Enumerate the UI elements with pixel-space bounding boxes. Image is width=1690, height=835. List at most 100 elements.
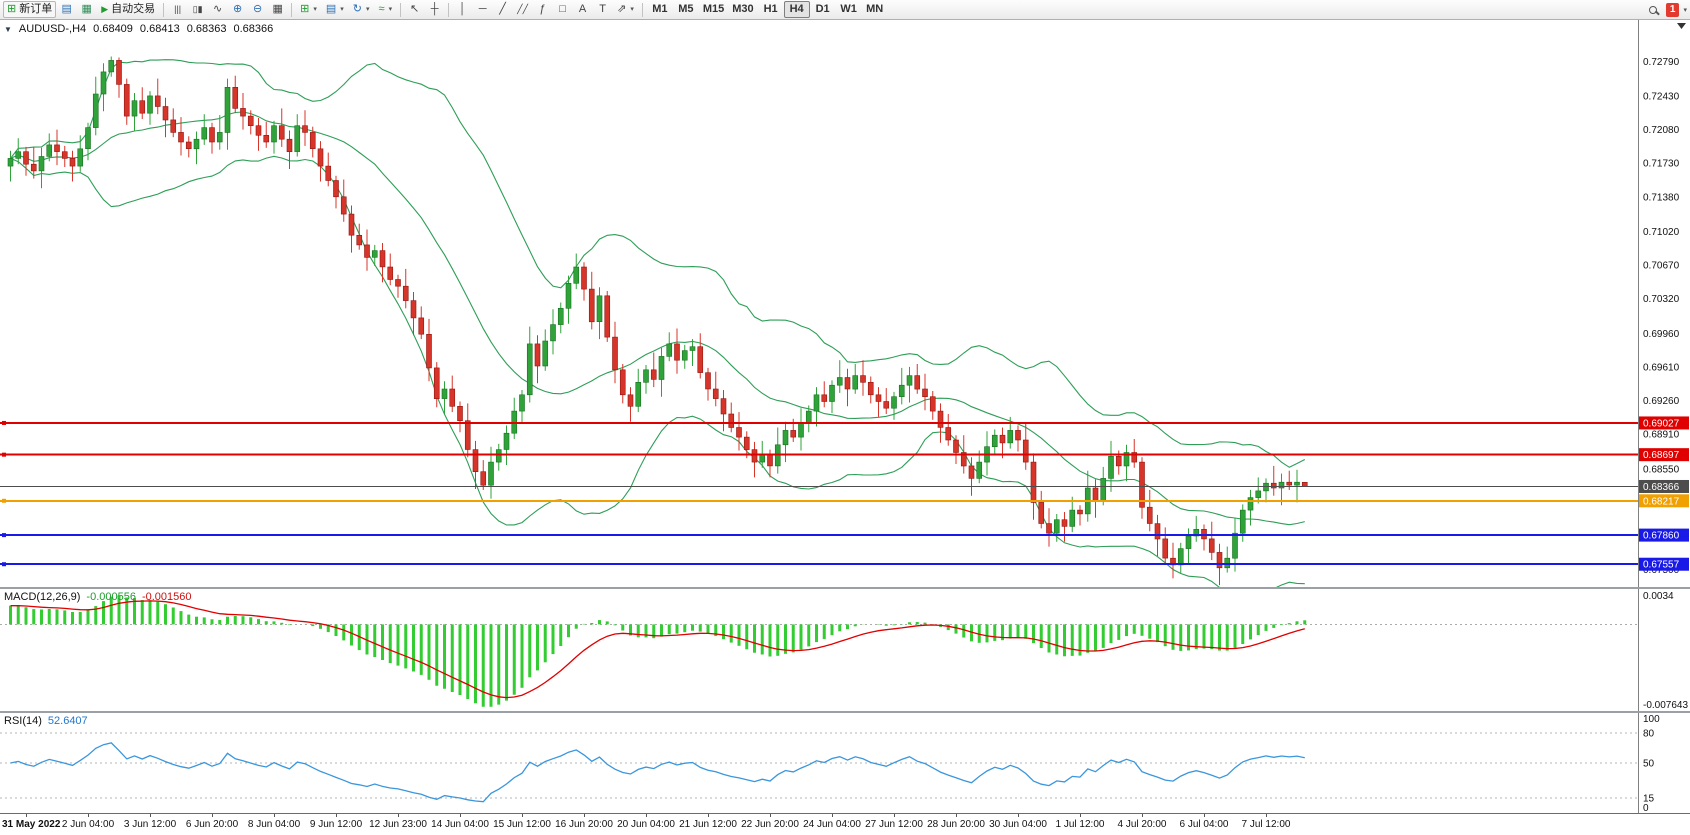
time-axis-label: 4 Jul 20:00 <box>1117 819 1167 830</box>
svg-text:50: 50 <box>1643 759 1655 770</box>
macd-canvas[interactable]: 0.0034 -0.007643 <box>0 589 1690 711</box>
tile-windows-button[interactable]: ▦ <box>268 1 287 18</box>
time-axis-label: 12 Jun 23:00 <box>369 819 427 830</box>
trendline-button[interactable]: ╱ <box>493 1 512 18</box>
fibonacci-button[interactable]: ƒ <box>533 1 552 18</box>
panel-separator[interactable] <box>0 587 1690 589</box>
vertical-line-button[interactable]: │ <box>453 1 472 18</box>
dropdown-icon: ▾ <box>630 6 634 13</box>
auto-trading-button[interactable]: ▶ 自动交易 <box>97 1 159 18</box>
new-chart-button[interactable]: ⊞ ▾ <box>296 1 321 18</box>
time-tick <box>1142 814 1143 817</box>
horizontal-line-button[interactable]: ─ <box>473 1 492 18</box>
candlestick-chart-button[interactable]: ▯▮ <box>188 1 207 18</box>
macd-panel[interactable]: 0.0034 -0.007643 MACD(12,26,9) -0.000556 … <box>0 589 1690 711</box>
new-order-button[interactable]: ⊞ 新订单 <box>3 1 57 18</box>
macd-histogram <box>9 595 1307 707</box>
svg-text:0.0034: 0.0034 <box>1643 591 1674 602</box>
chart-title: ▼ AUDUSD-,H4 0.68409 0.68413 0.68363 0.6… <box>4 23 273 35</box>
toolbar-overflow-icon[interactable]: ▾ <box>1683 6 1687 14</box>
svg-text:0.67860: 0.67860 <box>1643 531 1680 542</box>
zoom-in-button[interactable]: ⊕ <box>228 1 247 18</box>
dropdown-icon: ▾ <box>340 6 344 13</box>
time-tick <box>398 814 399 817</box>
chart-shift-marker <box>1677 23 1686 29</box>
zoom-out-button[interactable]: ⊖ <box>248 1 267 18</box>
zoom-out-icon: ⊖ <box>253 3 263 15</box>
candles-layer <box>7 56 1308 586</box>
timeframe-button-w1[interactable]: W1 <box>836 1 862 18</box>
new-chart-icon: ⊞ <box>300 3 310 15</box>
time-tick <box>708 814 709 817</box>
timeframe-button-mn[interactable]: MN <box>862 1 888 18</box>
panel-separator[interactable] <box>0 711 1690 713</box>
time-axis-label: 14 Jun 04:00 <box>431 819 489 830</box>
dropdown-icon: ▾ <box>313 6 317 13</box>
horizontal-line-icon: ─ <box>478 3 487 15</box>
svg-text:0.70320: 0.70320 <box>1643 294 1680 305</box>
text-button[interactable]: A <box>573 1 592 18</box>
data-window-button[interactable]: ▦ <box>77 1 96 18</box>
crosshair-button[interactable]: ┼ <box>425 1 444 18</box>
indicators-button[interactable]: ≈ ▾ <box>375 1 397 18</box>
rsi-panel[interactable]: 100 80 50 15 0 RSI(14) 52.6407 <box>0 713 1690 813</box>
bar-chart-button[interactable]: ||| <box>168 1 187 18</box>
time-axis-label: 24 Jun 04:00 <box>803 819 861 830</box>
time-axis[interactable]: 31 May 2022 2 Jun 04:00 3 Jun 12:00 6 Jun 2… <box>0 813 1690 835</box>
tile-windows-icon: ▦ <box>272 3 283 15</box>
cursor-button[interactable]: ↖ <box>405 1 424 18</box>
arrows-button[interactable]: ⇗ ▾ <box>613 1 638 18</box>
time-axis-label: 2 Jun 04:00 <box>61 819 115 830</box>
price-badge <box>1639 528 1689 542</box>
macd-name: MACD(12,26,9) <box>4 591 81 603</box>
timeframe-button-m15[interactable]: M15 <box>699 1 728 18</box>
svg-text:0: 0 <box>1643 803 1649 813</box>
time-tick <box>26 814 27 817</box>
dropdown-icon: ▾ <box>388 6 393 13</box>
profiles-button[interactable]: ▤ ▾ <box>322 1 348 18</box>
text-icon: A <box>578 3 587 15</box>
shapes-button[interactable]: □ <box>553 1 572 18</box>
svg-text:-0.007643: -0.007643 <box>1643 700 1688 711</box>
chart-window-button[interactable]: ▤ <box>57 1 76 18</box>
zoom-in-icon: ⊕ <box>233 3 243 15</box>
timeframe-button-d1[interactable]: D1 <box>810 1 836 18</box>
line-chart-button[interactable]: ∿ <box>208 1 227 18</box>
candlestick-chart-icon: ▯▮ <box>192 4 203 14</box>
time-axis-label: 1 Jul 12:00 <box>1055 819 1105 830</box>
time-axis-label: 20 Jun 04:00 <box>617 819 675 830</box>
svg-text:0.72430: 0.72430 <box>1643 91 1680 102</box>
time-tick <box>212 814 213 817</box>
timeframe-button-h4[interactable]: H4 <box>783 1 810 18</box>
rsi-canvas[interactable]: 100 80 50 150 <box>0 713 1690 813</box>
data-window-icon: ▦ <box>81 3 92 15</box>
ohlc-open: 0.68409 <box>93 23 133 35</box>
chart-symbol-label: AUDUSD-,H4 <box>18 23 87 35</box>
timeframe-button-m5[interactable]: M5 <box>673 1 699 18</box>
text-label-button[interactable]: T <box>593 1 612 18</box>
channel-button[interactable]: ╱╱ <box>513 1 532 18</box>
period-cycle-button[interactable]: ↻ ▾ <box>349 1 374 18</box>
svg-text:0.72790: 0.72790 <box>1643 57 1680 68</box>
macd-label: MACD(12,26,9) -0.000556 -0.001560 <box>4 591 192 603</box>
search-button[interactable] <box>1644 1 1663 18</box>
time-tick <box>150 814 151 817</box>
time-axis-label: 9 Jun 12:00 <box>309 819 363 830</box>
toolbar-separator <box>448 2 450 17</box>
price-chart-panel[interactable]: 0.72790 0.72430 0.72080 0.71730 0.71380 0.710… <box>0 20 1690 587</box>
cursor-icon: ↖ <box>409 3 420 15</box>
timeframe-button-h1[interactable]: H1 <box>758 1 784 18</box>
vertical-line-icon: │ <box>459 3 467 15</box>
notification-badge[interactable]: 1 <box>1665 2 1680 17</box>
timeframe-button-m1[interactable]: M1 <box>647 1 673 18</box>
time-tick <box>336 814 337 817</box>
one-click-collapse-icon[interactable]: ▼ <box>4 24 12 34</box>
svg-text:15: 15 <box>1643 794 1655 805</box>
chart-window-icon: ▤ <box>61 3 72 15</box>
time-axis-label: 7 Jul 12:00 <box>1241 819 1291 830</box>
timeframe-button-m30[interactable]: M30 <box>728 1 757 18</box>
time-axis-label: 16 Jun 20:00 <box>555 819 613 830</box>
toolbar-separator <box>641 2 643 17</box>
fibonacci-icon: ƒ <box>539 3 546 15</box>
price-chart-canvas[interactable]: 0.72790 0.72430 0.72080 0.71730 0.71380 0.710… <box>0 20 1690 587</box>
